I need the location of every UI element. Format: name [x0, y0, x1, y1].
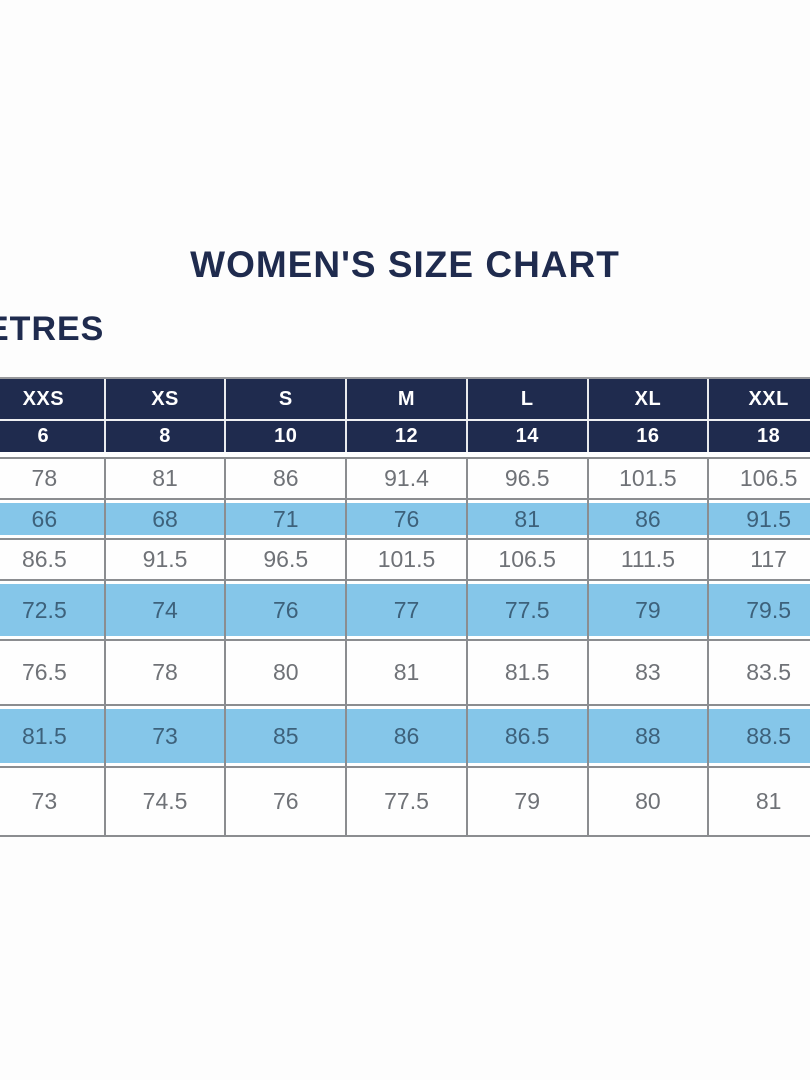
table-cell: 106.5 [465, 540, 587, 579]
table-cell: 74 [103, 581, 225, 639]
table-cell: 81 [345, 641, 466, 704]
table-cell: 73 [0, 768, 104, 835]
table-row: 66 68 71 76 81 86 91.5 [0, 498, 810, 538]
table-cell: 81 [465, 500, 587, 538]
table-cell: M [345, 379, 466, 419]
table-cell: 10 [224, 421, 345, 452]
table-cell: 81.5 [465, 641, 587, 704]
table-cell: 79 [465, 768, 587, 835]
table-cell: 73 [103, 706, 225, 766]
table-cell: 111.5 [586, 540, 708, 579]
table-cell: XS [103, 379, 225, 419]
table-cell: 81 [103, 459, 225, 498]
table-cell: 79 [586, 581, 708, 639]
table-cell: 76.5 [0, 641, 104, 704]
table-cell: 78 [0, 459, 104, 498]
table-cell: 96.5 [224, 540, 345, 579]
table-cell: 88 [586, 706, 708, 766]
table-cell: 85 [224, 706, 346, 766]
table-row: 78 81 86 91.4 96.5 101.5 106.5 [0, 457, 810, 498]
table-cell: 76 [224, 581, 346, 639]
table-cell: 101.5 [345, 540, 466, 579]
table-cell: L [465, 379, 587, 419]
table-row: 86.5 91.5 96.5 101.5 106.5 111.5 117 [0, 538, 810, 579]
table-cell: 117 [707, 540, 810, 579]
table-cell: XL [586, 379, 708, 419]
table-row: 73 74.5 76 77.5 79 80 81 [0, 766, 810, 835]
table-cell: 16 [586, 421, 708, 452]
table-row: XXS XS S M L XL XXL [0, 379, 810, 419]
size-chart-table: XXS XS S M L XL XXL 6 8 10 12 14 16 18 78 81 86 91.4 96.5 1… [0, 377, 810, 837]
table-cell: 74.5 [103, 768, 225, 835]
table-cell: 83 [586, 641, 708, 704]
table-row: 72.5 74 76 77 77.5 79 79.5 [0, 579, 810, 639]
table-cell: 6 [37, 425, 50, 447]
page-title: WOMEN'S SIZE CHART [190, 244, 620, 285]
table-cell: 96.5 [465, 459, 587, 498]
table-cell: 18 [707, 421, 810, 452]
table-cell: 8 [103, 421, 225, 452]
table-cell: 101.5 [586, 459, 708, 498]
table-cell: 80 [224, 641, 345, 704]
table-cell: 91.4 [345, 459, 466, 498]
table-cell: 91.5 [707, 500, 810, 538]
table-cell: 86.5 [465, 706, 587, 766]
table-cell: 79.5 [707, 581, 810, 639]
table-cell: 12 [345, 421, 466, 452]
table-cell: 86 [345, 706, 466, 766]
table-row: 6 8 10 12 14 16 18 [0, 419, 810, 457]
table-cell: 106.5 [707, 459, 810, 498]
unit-label: ETRES [0, 310, 105, 348]
table-cell: 78 [103, 641, 225, 704]
table-cell: 77 [345, 581, 466, 639]
table-cell: 66 [0, 500, 104, 538]
table-cell: 76 [345, 500, 466, 538]
table-cell: 80 [586, 768, 708, 835]
table-cell: 83.5 [707, 641, 810, 704]
table-cell: 77.5 [465, 581, 587, 639]
table-cell: 81.5 [0, 706, 104, 766]
table-cell: 72.5 [0, 581, 104, 639]
table-cell: 71 [224, 500, 346, 538]
table-row: 76.5 78 80 81 81.5 83 83.5 [0, 639, 810, 704]
table-cell: XXL [707, 379, 810, 419]
table-cell: 86 [586, 500, 708, 538]
table-cell: 76 [224, 768, 345, 835]
table-cell: 14 [465, 421, 587, 452]
table-cell: 86.5 [0, 540, 104, 579]
table-cell: 77.5 [345, 768, 466, 835]
table-row: 81.5 73 85 86 86.5 88 88.5 [0, 704, 810, 766]
table-cell: 86 [224, 459, 345, 498]
table-cell: XXS [22, 387, 65, 410]
table-cell: 68 [103, 500, 225, 538]
table-cell: 91.5 [103, 540, 225, 579]
table-cell: 81 [707, 768, 810, 835]
table-cell: S [224, 379, 345, 419]
table-cell: 88.5 [707, 706, 810, 766]
